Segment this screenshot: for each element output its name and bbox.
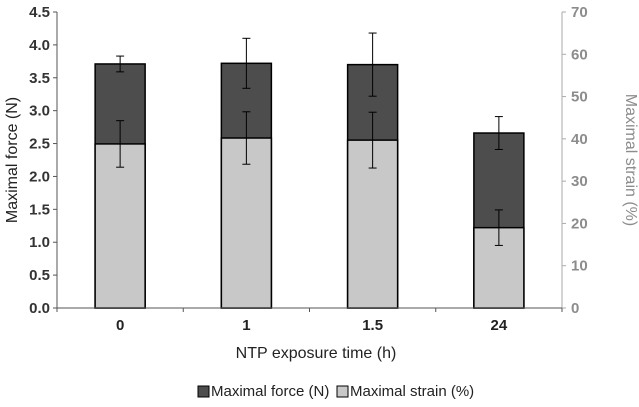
legend-label-strain: Maximal strain (%) [350, 383, 474, 400]
x-tick-label: 24 [491, 317, 508, 334]
strain-bar [95, 144, 145, 308]
y-right-tick-label: 30 [571, 173, 588, 190]
strain-error-bars [116, 112, 503, 246]
y-left-tick-label: 0.0 [29, 300, 50, 317]
y-left-tick-label: 4.0 [29, 37, 50, 54]
x-tick-label: 1 [242, 317, 250, 334]
y-right-tick-label: 40 [571, 131, 588, 148]
x-axis-ticks: 0 1 1.5 24 [57, 308, 562, 334]
force-bars [95, 63, 524, 308]
right-axis-ticks: 0 10 20 30 40 50 60 70 [562, 4, 588, 317]
x-tick-label: 1.5 [362, 317, 383, 334]
y-left-tick-label: 1.0 [29, 234, 50, 251]
y-left-tick-label: 2.0 [29, 168, 50, 185]
y-right-tick-label: 50 [571, 89, 588, 106]
x-axis-title: NTP exposure time (h) [236, 345, 397, 362]
legend: Maximal force (N) Maximal strain (%) [198, 383, 474, 400]
x-tick-label: 0 [116, 317, 124, 334]
y-right-tick-label: 20 [571, 215, 588, 232]
y-right-tick-label: 10 [571, 258, 588, 275]
y-right-tick-label: 70 [571, 4, 588, 21]
legend-swatch-force [198, 386, 209, 397]
strain-bars [95, 138, 524, 308]
y-right-tick-label: 0 [571, 300, 579, 317]
y-left-axis-title: Maximal force (N) [4, 97, 21, 223]
y-left-tick-label: 1.5 [29, 201, 50, 218]
force-error-bars [116, 33, 503, 149]
legend-swatch-strain [337, 386, 348, 397]
y-left-tick-label: 3.0 [29, 103, 50, 120]
y-right-tick-label: 60 [571, 46, 588, 63]
y-left-tick-label: 0.5 [29, 267, 50, 284]
left-axis-ticks: 0.0 0.5 1.0 1.5 2.0 2.5 3.0 3.5 4.0 4.5 [29, 4, 57, 317]
legend-label-force: Maximal force (N) [211, 383, 329, 400]
y-left-tick-label: 3.5 [29, 70, 50, 87]
y-left-tick-label: 2.5 [29, 136, 50, 153]
bar-chart: 0.00.51.01.52.02.53.03.54.04.5 010203040… [0, 0, 639, 407]
y-left-tick-label: 4.5 [29, 4, 50, 21]
y-right-axis-title: Maximal strain (%) [622, 94, 639, 226]
